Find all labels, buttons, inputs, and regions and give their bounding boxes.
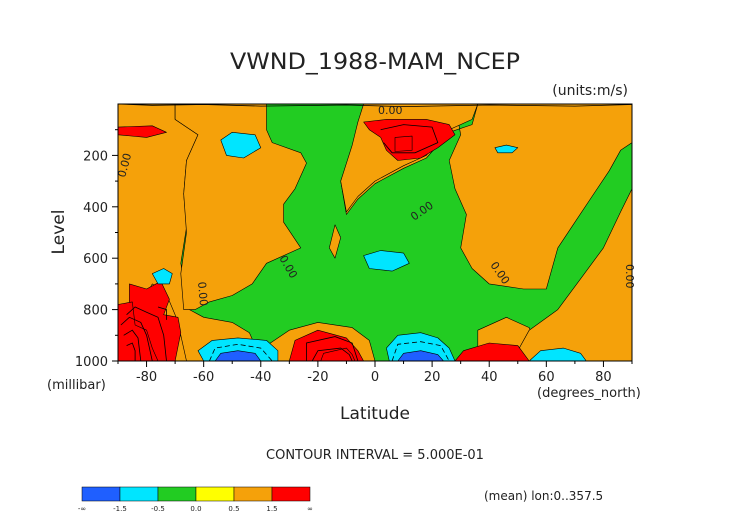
y-tick-label: 600 [83,252,108,267]
colorbar: -∞ -1.5 -0.5 0.0 0.5 1.5 ∞ [78,486,313,513]
x-tick-label: 80 [595,370,612,385]
footnote: (mean) lon:0..357.5 [484,489,603,503]
contour-region [197,337,279,361]
plot-area: 0.00 0.00 0.00 0.00 0.00 0.00 0.00 [115,103,636,362]
y-unit-label: (millibar) [47,378,106,393]
contour-label: 0.00 [378,104,403,117]
y-axis-label: Level [49,210,69,255]
colorbar-label: ∞ [307,505,313,513]
contour-line [126,342,136,361]
contour-line [391,341,450,361]
colorbar-label: -∞ [78,505,86,513]
contour-line [118,104,632,108]
colorbar-label: 0.5 [228,505,239,513]
y-tick-label: 400 [83,201,108,216]
contour-region [511,188,632,361]
units-label: (units:m/s) [552,83,628,99]
x-unit-label: (degrees_north) [537,386,641,401]
contour-line [306,336,359,361]
x-tick-label: 40 [481,370,498,385]
colorbar-label: 1.5 [266,505,277,513]
chart-title: VWND_1988-MAM_NCEP [230,50,520,75]
contour-region [454,342,530,361]
contour-region [397,350,444,361]
contour-region [320,347,356,361]
contour-line [123,329,142,361]
contour-region [118,125,167,138]
contour-label: 0.00 [623,264,636,289]
contour-lines [118,104,632,361]
contour-line [380,124,439,154]
contour-region [118,301,159,361]
contour-line [311,347,353,361]
y-tick-label: 1000 [75,355,108,370]
colorbar-swatch [233,486,273,502]
contour-region [363,250,410,272]
x-tick-label: -20 [307,370,328,385]
contour-region [220,132,262,159]
contour-region [494,144,519,154]
contour-region [528,347,587,361]
y-tick-label: 800 [83,304,108,319]
colorbar-swatch [271,486,311,502]
contour-region [214,350,262,361]
contour-fills [118,104,632,361]
x-tick-label: 60 [538,370,555,385]
colorbar-swatch [119,486,159,502]
x-tick-label: -60 [193,370,214,385]
contour-line [126,306,167,361]
colorbar-label: 0.0 [190,505,201,513]
contour-line [209,343,273,361]
colorbar-swatch [81,486,121,502]
x-axis: -80 -60 -40 -20 0 20 40 60 80 [117,361,633,385]
contour-line [157,306,167,320]
contour-label: 0.00 [195,281,210,307]
x-tick-label: 0 [371,370,379,385]
x-axis-label: Latitude [340,404,410,424]
colorbar-swatch [195,486,235,502]
contour-interval-text: CONTOUR INTERVAL = 5.000E-01 [266,448,484,463]
colorbar-swatch [157,486,197,502]
contour-region [394,135,413,152]
x-tick-label: -40 [250,370,271,385]
y-axis: 200 400 600 800 1000 [75,129,118,370]
contour-region [152,268,173,285]
contour-region [328,224,342,259]
colorbar-label: -0.5 [151,505,165,513]
contour-label: 0.00 [115,152,134,179]
contour-region [174,104,307,310]
contour-line [120,316,153,361]
colorbar-label: -1.5 [113,505,127,513]
x-tick-label: 20 [424,370,441,385]
x-tick-label: -80 [136,370,157,385]
y-tick-label: 200 [83,149,108,164]
